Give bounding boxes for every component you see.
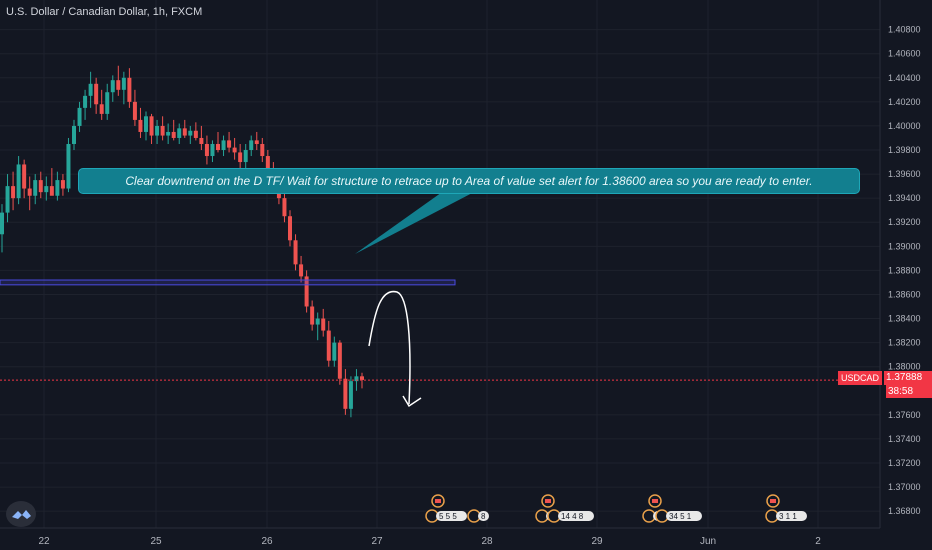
price-tick-label: 1.39400 — [888, 193, 921, 203]
candle — [338, 340, 342, 385]
event-label: 5 5 5 — [439, 512, 457, 521]
event-badge[interactable]: 14 4 8 — [548, 510, 594, 522]
price-tick-label: 1.40000 — [888, 121, 921, 131]
price-tick-label: 1.40600 — [888, 49, 921, 59]
event-label: 8 — [481, 512, 486, 521]
price-tick-label: 1.38800 — [888, 265, 921, 275]
price-scale[interactable]: 1.40800 1.40600 1.40400 1.40200 1.40000 1.398… — [888, 25, 921, 517]
candle — [305, 270, 309, 312]
time-tick-label: Jun — [700, 536, 716, 547]
price-tick-label: 1.39000 — [888, 241, 921, 251]
event-label: 34 5 1 — [669, 512, 692, 521]
price-tick-label: 1.40400 — [888, 73, 921, 83]
price-tick-label: 1.38400 — [888, 314, 921, 324]
event-badge[interactable]: 3 1 1 — [766, 510, 807, 522]
time-tick-label: 22 — [38, 536, 50, 547]
price-tick-label: 1.37400 — [888, 434, 921, 444]
event-label: 14 4 8 — [561, 512, 584, 521]
event-badge[interactable]: 8 — [468, 510, 489, 522]
event-flag-icon[interactable] — [432, 495, 444, 507]
price-tick-label: 1.38200 — [888, 338, 921, 348]
time-tick-label: 2 — [815, 536, 821, 547]
price-tick-label: 1.39200 — [888, 217, 921, 227]
price-tick-label: 1.37200 — [888, 458, 921, 468]
event-badge[interactable]: 5 5 5 — [426, 510, 467, 522]
event-label: 3 1 1 — [779, 512, 797, 521]
price-tick-label: 1.39600 — [888, 169, 921, 179]
tradingview-logo-icon[interactable] — [6, 501, 36, 527]
symbol-title: U.S. Dollar / Canadian Dollar, 1h, FXCM — [6, 6, 202, 18]
time-tick-label: 27 — [371, 536, 383, 547]
price-tick-label: 1.40800 — [888, 25, 921, 35]
price-tick-label: 1.38600 — [888, 289, 921, 299]
event-badge[interactable]: 34 5 1 — [656, 510, 702, 522]
event-flag-icon[interactable] — [767, 495, 779, 507]
price-tick-label: 1.37000 — [888, 482, 921, 492]
time-tick-label: 28 — [481, 536, 493, 547]
time-tick-label: 25 — [150, 536, 162, 547]
price-tick-label: 1.40200 — [888, 97, 921, 107]
price-tick-label: 1.37600 — [888, 410, 921, 420]
price-tick-label: 1.39800 — [888, 145, 921, 155]
symbol-price-tag: USDCAD — [838, 371, 882, 385]
area-of-value-zone[interactable] — [0, 280, 455, 285]
time-tick-label: 26 — [261, 536, 273, 547]
last-price-label: 1.37888 — [884, 371, 932, 385]
candle — [66, 138, 70, 192]
event-flag-icon[interactable] — [542, 495, 554, 507]
event-flag-icon[interactable] — [649, 495, 661, 507]
bar-countdown: 38:58 — [886, 385, 932, 398]
callout-note[interactable]: Clear downtrend on the D TF/ Wait for st… — [78, 168, 860, 194]
time-tick-label: 29 — [591, 536, 603, 547]
price-tick-label: 1.36800 — [888, 506, 921, 516]
